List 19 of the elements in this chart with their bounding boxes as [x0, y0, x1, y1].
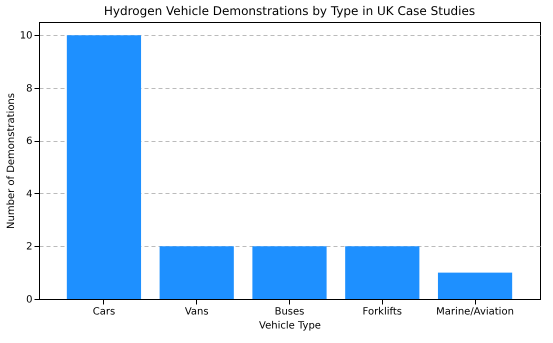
bar	[438, 272, 512, 299]
y-tick-label: 10	[20, 30, 32, 42]
y-tick-label: 8	[26, 83, 32, 94]
y-tick-label: 6	[26, 136, 32, 148]
y-tick-label: 0	[26, 294, 32, 306]
y-tick-label: 4	[26, 188, 32, 200]
y-tick-label: 2	[26, 242, 32, 253]
x-tick-label: Marine/Aviation	[436, 306, 514, 318]
bar	[66, 35, 142, 299]
y-axis-title: Number of Demonstrations	[6, 93, 17, 229]
chart-title: Hydrogen Vehicle Demonstrations by Type in UK Case Studies	[104, 4, 476, 18]
x-tick-label: Vans	[184, 306, 209, 318]
x-tick-label: Forklifts	[362, 306, 402, 318]
x-axis-title: Vehicle Type	[259, 320, 321, 332]
bar	[345, 246, 420, 299]
bar	[160, 246, 234, 299]
x-tick-label: Cars	[92, 306, 116, 318]
bar	[252, 246, 327, 299]
x-tick-label: Buses	[274, 306, 304, 318]
